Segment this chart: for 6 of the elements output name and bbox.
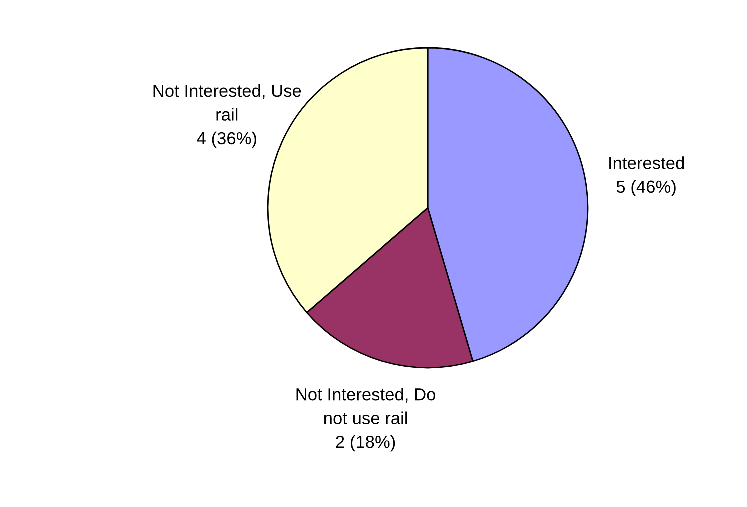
slice-label: Interested (610, 156, 684, 170)
data-label: 2 (18%) (336, 435, 396, 452)
data-label: 5 (46%) (616, 180, 676, 197)
slice-label: Not Interested, Do not use rail (296, 388, 436, 425)
data-label: 4 (36%) (197, 132, 256, 148)
slice-label: Not Interested, Use rail (154, 84, 302, 121)
